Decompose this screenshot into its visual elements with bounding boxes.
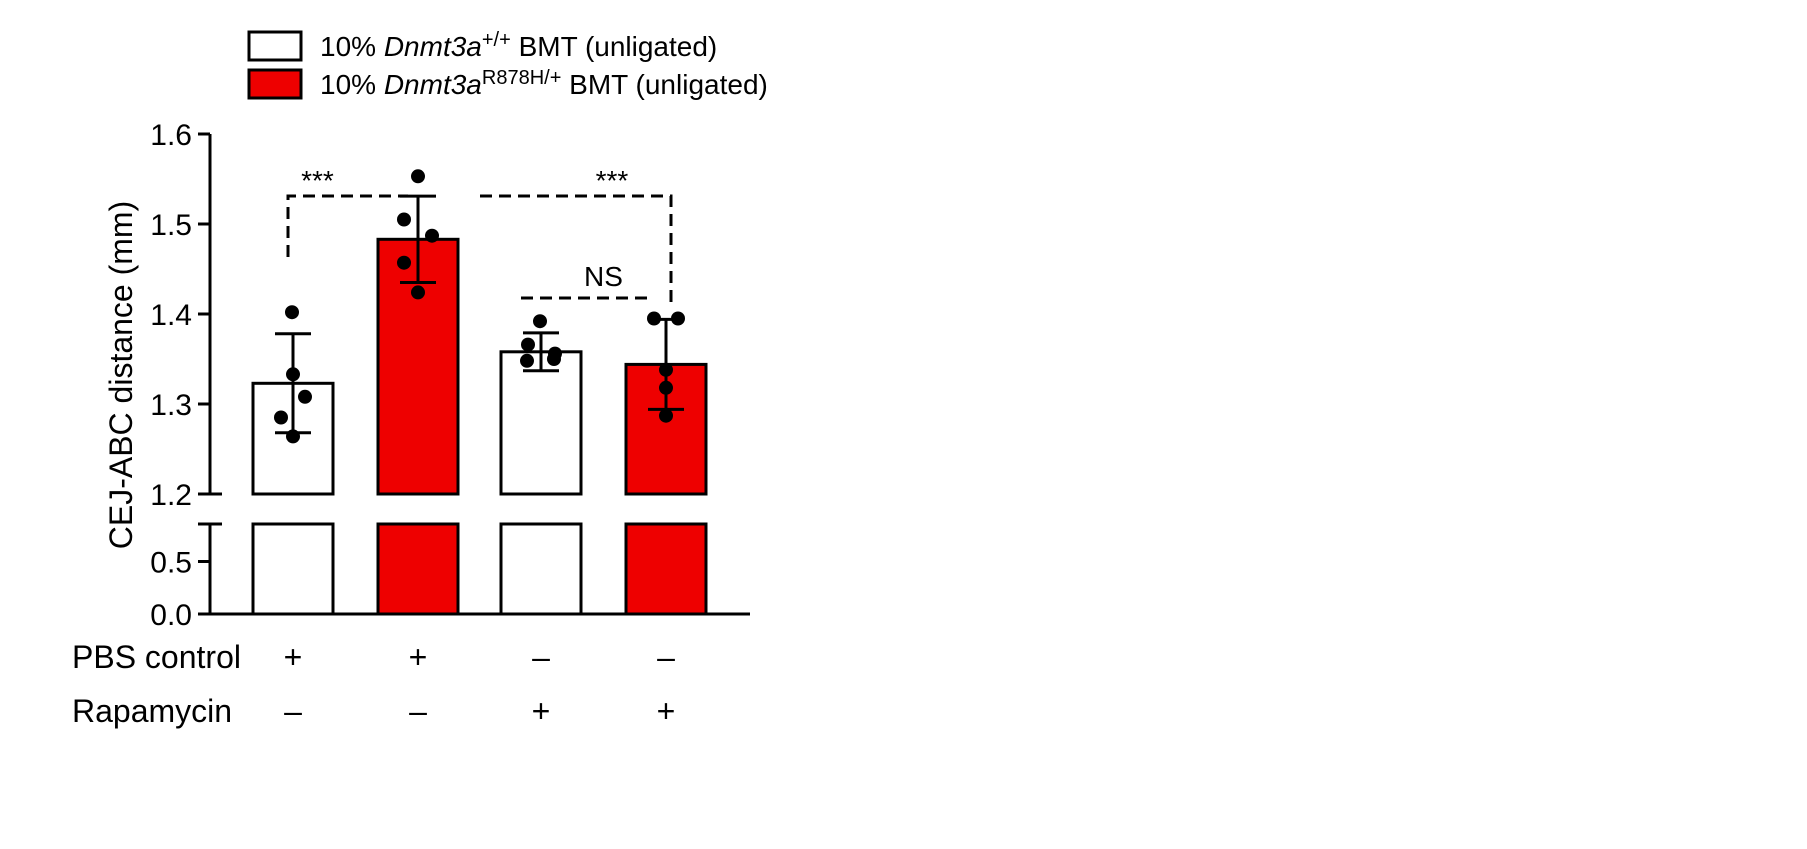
y-tick-label: 1.4 (150, 299, 192, 332)
significance-label: NS (584, 261, 623, 292)
condition-table: PBS control + + – – Rapamycin – – + + (72, 639, 675, 729)
legend: 10% Dnmt3a+/+ BMT (unligated) 10% Dnmt3aR… (247, 29, 768, 100)
condition-value: – (532, 639, 550, 675)
condition-value: + (532, 693, 551, 729)
data-point (285, 305, 299, 320)
data-point (547, 352, 561, 366)
y-tick-label: 0.0 (150, 599, 192, 632)
data-point (425, 228, 439, 243)
y-tick-label: 0.5 (150, 547, 192, 580)
significance-label: *** (301, 165, 334, 196)
significance-label: *** (596, 165, 629, 196)
y-axis: 1.2 1.3 1.4 1.5 1.6 0.0 0.5 (150, 119, 750, 632)
condition-value: + (284, 639, 303, 675)
bar-lower (499, 522, 583, 616)
data-points-group (274, 169, 685, 444)
data-point (520, 353, 534, 368)
condition-label: PBS control (72, 639, 241, 675)
y-axis-title: CEJ-ABC distance (mm) (103, 201, 139, 550)
condition-value: – (409, 693, 427, 729)
legend-swatch (247, 30, 303, 62)
condition-value: + (409, 639, 428, 675)
bar-upper (499, 350, 583, 496)
significance-bracket (286, 194, 408, 257)
condition-value: – (657, 639, 675, 675)
legend-entry-label: 10% Dnmt3a+/+ BMT (unligated) (320, 29, 717, 62)
data-point (397, 212, 411, 227)
data-point (533, 314, 547, 329)
bars-group (251, 237, 708, 616)
data-point (411, 285, 425, 300)
error-bars-group (275, 194, 684, 435)
data-point (521, 337, 535, 352)
data-point (659, 408, 673, 423)
bar-lower (251, 522, 335, 616)
bar-lower (624, 522, 708, 616)
legend-swatch (247, 68, 303, 100)
data-point (411, 169, 425, 184)
bar-upper (376, 237, 460, 496)
condition-value: + (657, 693, 676, 729)
data-point (298, 389, 312, 404)
data-point (274, 410, 288, 425)
y-tick-label: 1.5 (150, 209, 192, 242)
condition-value: – (284, 693, 302, 729)
condition-label: Rapamycin (72, 693, 232, 729)
data-point (397, 255, 411, 270)
significance-group: *** NS *** (286, 165, 673, 303)
significance-bracket (480, 194, 673, 303)
y-tick-label: 1.6 (150, 119, 192, 152)
bar-lower (376, 522, 460, 616)
y-tick-label: 1.2 (150, 479, 192, 512)
y-tick-label: 1.3 (150, 389, 192, 422)
legend-entry-label: 10% Dnmt3aR878H/+ BMT (unligated) (320, 67, 768, 100)
